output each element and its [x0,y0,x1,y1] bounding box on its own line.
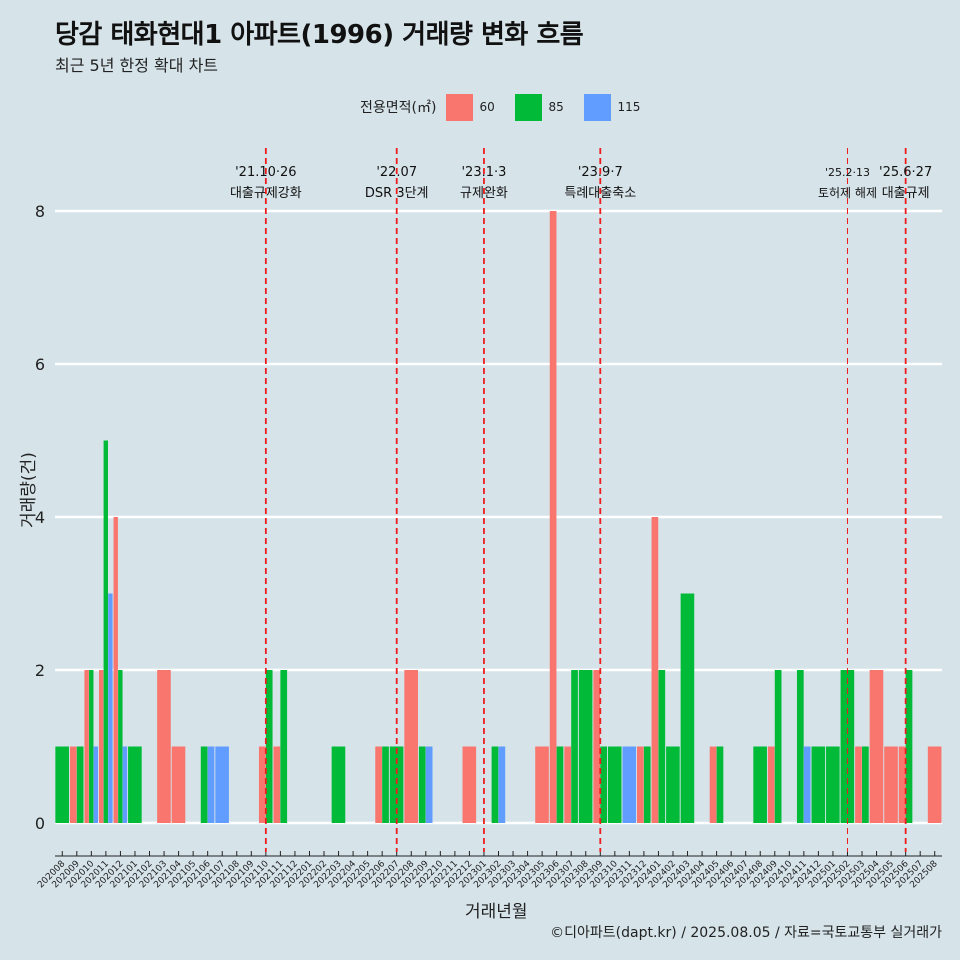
bar-60-202111 [273,746,281,823]
annotation-date-202301: '23.1·3 [461,165,506,180]
annotation-text-202502: 토허제 해제 [818,186,877,200]
bar-60-202401 [651,517,659,823]
bar-115-202302 [498,746,506,823]
legend-item-115: 115 [584,93,650,121]
y-axis-label: 거래량(건) [19,452,39,528]
bar-85-202503 [862,746,869,823]
bar-85-202111 [280,670,288,823]
chart-subtitle: 최근 5년 한정 확대 차트 [55,56,219,75]
y-tick-label: 2 [35,661,45,680]
bar-85-202402 [666,746,680,823]
annotation-text-202207: DSR 3단계 [365,186,429,201]
legend-item-60: 60 [446,93,511,121]
bar-85-202011 [103,440,108,823]
legend-item-85: 85 [515,93,580,121]
legend-swatch-60 [446,93,474,121]
bar-85-202501 [826,746,840,823]
bar-85-202409 [774,670,782,823]
annotation-text-202309: 특례대출축소 [564,186,636,201]
annotation-text-202110: 대출규제강화 [230,186,302,201]
bar-60-202505 [884,746,898,823]
legend-title: 전용면적(㎡) [360,100,437,116]
bar-115-202106 [207,746,215,823]
legend-label-85: 85 [548,100,564,114]
bar-60-202506 [898,746,906,823]
bar-60-202307 [564,746,572,823]
bar-60-202010 [84,670,89,823]
bar-85-202309 [600,746,607,823]
legend: 전용면적(㎡) 60 85 115 [360,92,654,122]
bar-60-202405 [709,746,717,823]
bar-85-202302 [491,746,499,823]
bar-60-202104 [171,746,186,823]
annotation-date-202506: '25.6·27 [879,165,932,180]
bar-85-202310 [607,746,622,823]
bar-85-202207 [389,746,404,823]
bar-115-202011 [108,593,113,823]
y-tick-label: 0 [35,814,45,833]
bar-60-202212 [462,746,477,823]
y-tick-label: 8 [35,202,45,221]
bar-85-202110 [265,670,273,823]
bar-85-202312 [643,746,651,823]
bar-85-202412 [811,746,826,823]
bar-85-202308 [578,670,593,823]
bar-85-202012 [118,670,123,823]
bar-85-202411 [796,670,804,823]
bar-85-202408 [753,746,767,823]
bar-60-202306 [549,211,557,823]
bar-60-202103 [157,670,171,823]
bar-60-202009 [69,746,77,823]
source-credit: ©디아파트(dapt.kr) / 2025.08.05 / 자료=국토교통부 실… [550,925,942,941]
bar-85-202009 [76,746,84,823]
chart-title: 당감 태화현대1 아파트(1996) 거래량 변화 흐름 [55,20,584,50]
annotation-text-202301: 규제완화 [460,186,508,201]
annotation-date-202110: '21.10·26 [235,165,296,180]
bar-85-202405 [716,746,724,823]
bar-85-202307 [571,670,578,823]
bar-60-202012 [113,517,118,823]
bar-85-202203 [331,746,346,823]
bar-60-202305 [535,746,549,823]
x-axis-label: 거래년월 [465,902,528,922]
bar-85-202206 [382,746,389,823]
bar-115-202209 [425,746,433,823]
annotation-date-202502: '25.2·13 [825,166,870,179]
bar-60-202409 [767,746,775,823]
annotation-date-202207: '22.07 [376,165,417,180]
bar-115-202012 [122,746,128,823]
bar-85-202008 [55,746,69,823]
bar-85-202502 [840,670,855,823]
annotation-text-202506: 대출규제 [882,186,930,201]
bar-115-202311 [622,746,637,823]
annotation-date-202309: '23.9·7 [578,165,623,180]
bar-85-202506 [905,670,913,823]
legend-label-60: 60 [479,100,495,114]
bar-60-202508 [927,746,942,823]
bar-60-202206 [375,746,382,823]
bar-60-202011 [98,670,104,823]
bar-60-202110 [258,746,266,823]
bar-60-202503 [855,746,862,823]
bar-85-202209 [418,746,426,823]
legend-swatch-85 [515,93,543,121]
bar-85-202401 [658,670,666,823]
bar-60-202309 [593,670,601,823]
bar-85-202101 [128,746,142,823]
bar-60-202208 [404,670,418,823]
bar-115-202010 [93,746,99,823]
bar-85-202403 [680,593,695,823]
legend-label-115: 115 [617,100,641,114]
bar-115-202411 [803,746,811,823]
y-tick-label: 4 [35,508,45,527]
bar-60-202504 [869,670,884,823]
legend-swatch-115 [584,93,612,121]
bar-85-202010 [89,670,94,823]
bar-85-202106 [200,746,208,823]
bar-85-202306 [556,746,564,823]
bar-115-202107 [215,746,229,823]
bar-60-202312 [637,746,644,823]
y-tick-label: 6 [35,355,45,374]
